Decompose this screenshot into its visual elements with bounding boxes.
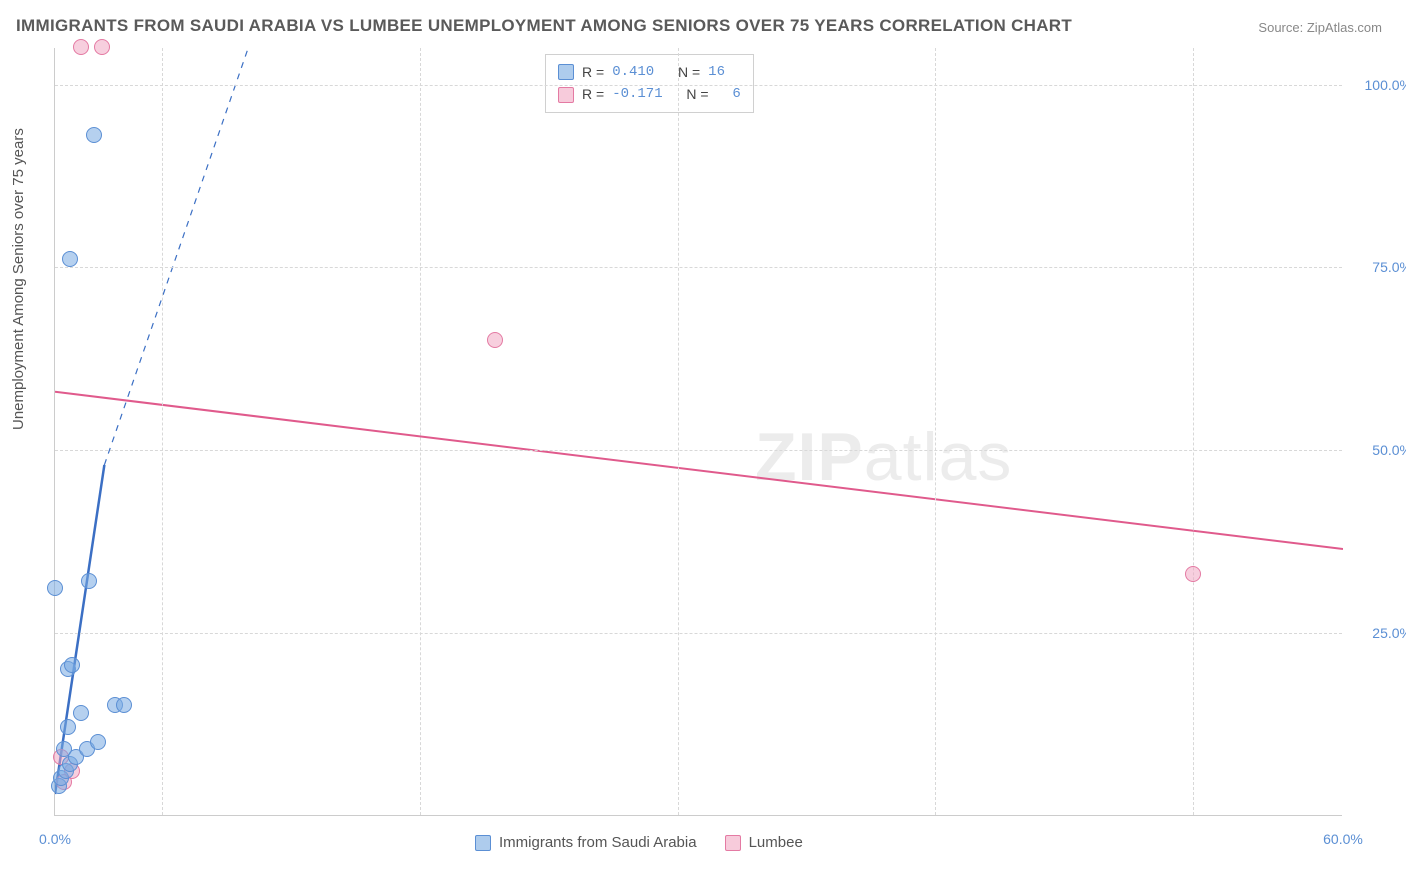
scatter-chart: R = 0.410 N = 16 R = -0.171 N = 6 ZIPatl… (54, 48, 1342, 816)
data-point (90, 734, 106, 750)
source-name: ZipAtlas.com (1307, 20, 1382, 35)
y-tick-label: 75.0% (1352, 259, 1406, 275)
y-tick-label: 100.0% (1352, 77, 1406, 93)
data-point (60, 719, 76, 735)
n-label: N = (678, 61, 700, 83)
data-point (62, 251, 78, 267)
gridline-h (55, 633, 1342, 634)
r-value-pink: -0.171 (612, 83, 662, 105)
data-point (94, 39, 110, 55)
y-tick-label: 25.0% (1352, 625, 1406, 641)
correlation-legend: R = 0.410 N = 16 R = -0.171 N = 6 (545, 54, 754, 113)
data-point (64, 657, 80, 673)
data-point (1185, 566, 1201, 582)
n-label: N = (686, 83, 708, 105)
gridline-h (55, 85, 1342, 86)
legend-row-blue: R = 0.410 N = 16 (558, 61, 741, 83)
gridline-v (162, 48, 163, 815)
data-point (116, 697, 132, 713)
swatch-pink-icon (558, 87, 574, 103)
source-attribution: Source: ZipAtlas.com (1258, 20, 1382, 35)
data-point (73, 39, 89, 55)
watermark-thin: atlas (864, 419, 1013, 495)
n-value-blue: 16 (708, 61, 725, 83)
swatch-pink-icon (725, 835, 741, 851)
r-label: R = (582, 83, 604, 105)
legend-row-pink: R = -0.171 N = 6 (558, 83, 741, 105)
y-axis-label: Unemployment Among Seniors over 75 years (10, 128, 27, 430)
gridline-v (678, 48, 679, 815)
source-label: Source: (1258, 20, 1303, 35)
watermark: ZIPatlas (755, 418, 1012, 496)
data-point (487, 332, 503, 348)
gridline-v (1193, 48, 1194, 815)
swatch-blue-icon (558, 64, 574, 80)
legend-item-pink: Lumbee (725, 834, 803, 851)
x-tick-label: 0.0% (39, 831, 71, 847)
gridline-v (935, 48, 936, 815)
r-value-blue: 0.410 (612, 61, 654, 83)
gridline-h (55, 450, 1342, 451)
watermark-bold: ZIP (755, 419, 864, 495)
swatch-blue-icon (475, 835, 491, 851)
series-legend: Immigrants from Saudi Arabia Lumbee (475, 834, 803, 851)
data-point (47, 580, 63, 596)
legend-label-pink: Lumbee (749, 834, 803, 851)
data-point (86, 127, 102, 143)
y-tick-label: 50.0% (1352, 442, 1406, 458)
gridline-v (420, 48, 421, 815)
n-value-pink: 6 (732, 83, 740, 105)
legend-label-blue: Immigrants from Saudi Arabia (499, 834, 697, 851)
legend-item-blue: Immigrants from Saudi Arabia (475, 834, 697, 851)
r-label: R = (582, 61, 604, 83)
data-point (81, 573, 97, 589)
chart-title: IMMIGRANTS FROM SAUDI ARABIA VS LUMBEE U… (16, 16, 1072, 36)
data-point (73, 705, 89, 721)
gridline-h (55, 267, 1342, 268)
trendlines-svg (55, 48, 1343, 816)
x-tick-label: 60.0% (1323, 831, 1363, 847)
